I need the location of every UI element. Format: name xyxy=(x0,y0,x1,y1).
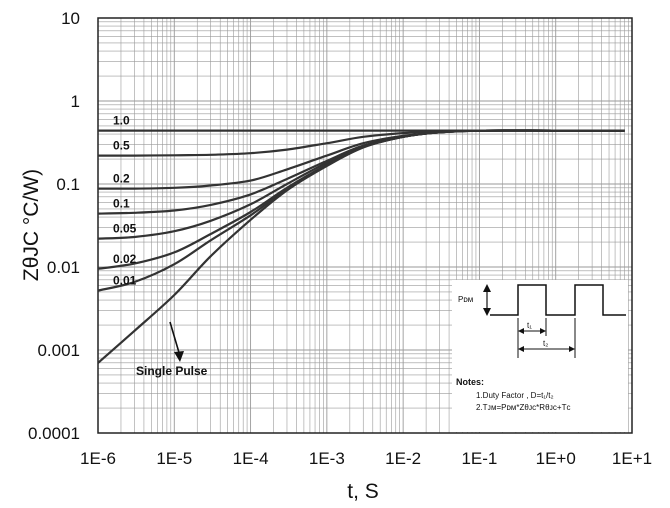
y-tick-label: 1 xyxy=(71,92,80,111)
y-axis-label: ZθJC °C/W) xyxy=(20,169,43,281)
series-label: 0.01 xyxy=(113,274,137,288)
t1-arrow-r xyxy=(540,328,546,334)
grid xyxy=(97,18,632,434)
series-line xyxy=(97,129,625,270)
duty-labels: 1.0 0.5 0.2 0.1 0.05 0.02 0.01 Single Pulse xyxy=(113,114,208,378)
plot-frame xyxy=(97,17,633,434)
t2-label: t₂ xyxy=(543,339,548,348)
t2-arrow-l xyxy=(518,346,524,352)
y-tick-label: 0.0001 xyxy=(28,424,80,443)
inset-background xyxy=(452,280,628,432)
notes-title: Notes: xyxy=(456,377,484,387)
x-tick-label: 1E-1 xyxy=(461,449,497,468)
series-label: 0.02 xyxy=(113,252,137,266)
tick-labels: 1E-6 1E-5 1E-4 1E-3 1E-2 1E-1 1E+0 1E+1 0.0001 0.… xyxy=(28,9,652,468)
t2-arrow-r xyxy=(569,346,575,352)
pulse-waveform xyxy=(490,284,626,316)
curves xyxy=(97,129,625,364)
series-label: 0.1 xyxy=(113,197,130,211)
y-tick-label: 10 xyxy=(61,9,80,28)
series-line xyxy=(97,129,625,364)
t1-arrow-l xyxy=(518,328,524,334)
x-tick-label: 1E-6 xyxy=(80,449,116,468)
series-label: 1.0 xyxy=(113,114,130,128)
series-label: 0.5 xyxy=(113,139,130,153)
t1-label: t₁ xyxy=(527,321,532,330)
series-line xyxy=(97,129,625,190)
y-tick-label: 0.001 xyxy=(37,341,80,360)
duty-cycle-inset: Pᴅᴍ t₁ t₂ Notes: 1.Duty Factor , D=t₁/t₂… xyxy=(452,280,628,432)
x-tick-label: 1E-3 xyxy=(309,449,345,468)
x-tick-label: 1E-2 xyxy=(385,449,421,468)
y-tick-label: 0.01 xyxy=(47,258,80,277)
series-label: 0.05 xyxy=(113,222,137,236)
series-label: 0.2 xyxy=(113,172,130,186)
x-tick-label: 1E+0 xyxy=(536,449,576,468)
x-tick-label: 1E-4 xyxy=(233,449,269,468)
series-label: Single Pulse xyxy=(136,364,208,378)
x-tick-label: 1E-5 xyxy=(156,449,192,468)
y-tick-label: 0.1 xyxy=(56,175,80,194)
pdm-arrow-down xyxy=(483,308,491,316)
pdm-arrow-up xyxy=(483,284,491,292)
x-tick-label: 1E+1 xyxy=(612,449,652,468)
x-axis-label: t, S xyxy=(347,480,379,503)
note-1: 1.Duty Factor , D=t₁/t₂ xyxy=(476,391,554,400)
note-2: 2.Tᴊᴍ=Pᴅᴍ*Zθᴊᴄ*Rθᴊᴄ+Tᴄ xyxy=(476,403,570,412)
pdm-label: Pᴅᴍ xyxy=(458,295,473,304)
single-pulse-arrow xyxy=(169,321,184,362)
